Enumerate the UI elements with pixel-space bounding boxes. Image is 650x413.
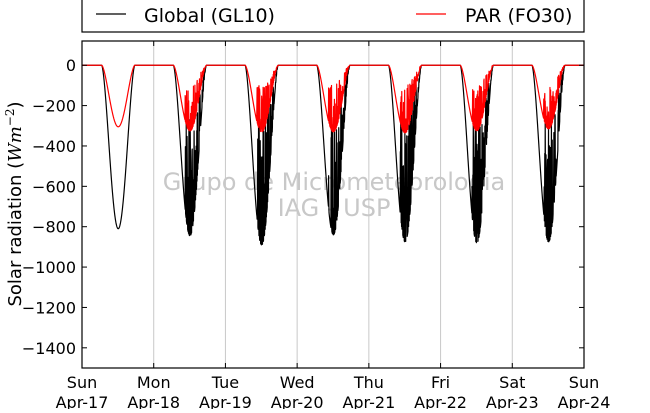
series-line-par [82, 65, 584, 133]
y-tick-label: −1400 [22, 339, 76, 358]
x-tick-label-date: Apr-18 [127, 393, 180, 409]
y-axis-label-text: Solar radiation ( [5, 162, 26, 307]
x-tick-label-date: Apr-19 [199, 393, 252, 409]
svg-text:Solar radiation (Wm−2): Solar radiation (Wm−2) [3, 101, 26, 306]
y-tick-label: −1200 [22, 298, 76, 317]
y-axis-label-unit-exp: −2 [3, 109, 17, 127]
x-tick-label-day: Sun [569, 373, 599, 392]
y-axis-label: Solar radiation (Wm−2) [3, 101, 26, 306]
x-tick-label-day: Tue [211, 373, 239, 392]
y-tick-label: −600 [32, 177, 76, 196]
legend-label-par: PAR (FO30) [465, 5, 572, 27]
x-tick-label-date: Apr-23 [486, 393, 539, 409]
y-tick-label: −800 [32, 218, 76, 237]
x-tick-label-date: Apr-17 [56, 393, 109, 409]
legend: Global (GL10) PAR (FO30) [82, 0, 584, 32]
y-tick-label: −200 [32, 97, 76, 116]
x-tick-label-date: Apr-21 [342, 393, 395, 409]
y-tick-label: −1000 [22, 258, 76, 277]
series-line-global [82, 65, 584, 245]
x-tick-label-day: Sun [67, 373, 97, 392]
x-tick-label-day: Thu [353, 373, 384, 392]
y-axis-label-unit-m: m [5, 126, 26, 143]
x-tick-label-day: Fri [431, 373, 450, 392]
x-tick-label-date: Apr-20 [271, 393, 324, 409]
y-axis-label-unit-w: W [5, 142, 26, 162]
x-tick-label-date: Apr-22 [414, 393, 467, 409]
x-tick-label-day: Mon [137, 373, 171, 392]
y-axis-label-close: ) [5, 101, 26, 108]
series-layer [82, 65, 584, 245]
y-tick-label: −400 [32, 137, 76, 156]
x-tick-label-day: Wed [280, 373, 315, 392]
y-tick-label: 0 [66, 56, 76, 75]
legend-label-global: Global (GL10) [144, 5, 275, 27]
x-tick-label-day: Sat [499, 373, 525, 392]
x-tick-label-date: Apr-24 [558, 393, 611, 409]
